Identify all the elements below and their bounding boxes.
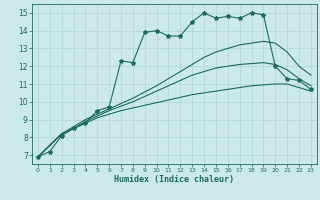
X-axis label: Humidex (Indice chaleur): Humidex (Indice chaleur) [115, 175, 234, 184]
